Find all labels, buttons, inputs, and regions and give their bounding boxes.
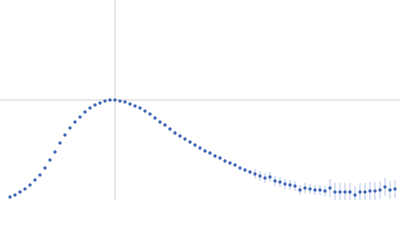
data-point: [253, 172, 257, 176]
data-point: [388, 188, 392, 192]
data-point: [238, 166, 242, 170]
data-point: [98, 101, 102, 105]
data-point: [143, 109, 147, 113]
data-point: [213, 154, 217, 158]
data-point: [118, 99, 122, 103]
data-point: [318, 188, 322, 192]
data-point: [88, 106, 92, 110]
data-point: [38, 173, 42, 177]
data-point: [138, 106, 142, 110]
data-point: [293, 184, 297, 188]
data-point: [263, 176, 267, 180]
data-point: [233, 163, 237, 167]
data-point: [33, 178, 37, 182]
data-point: [258, 174, 262, 178]
data-point: [158, 120, 162, 124]
data-point: [273, 179, 277, 183]
data-point: [188, 140, 192, 144]
data-point: [373, 189, 377, 193]
data-point: [278, 180, 282, 184]
data-point: [28, 183, 32, 187]
data-point: [153, 116, 157, 120]
data-point: [18, 190, 22, 194]
data-point: [178, 134, 182, 138]
data-point: [78, 115, 82, 119]
data-point: [208, 151, 212, 155]
data-point: [8, 195, 12, 199]
data-point: [83, 110, 87, 114]
data-point: [288, 183, 292, 187]
data-point: [73, 120, 77, 124]
data-point: [168, 127, 172, 131]
data-point: [193, 143, 197, 147]
data-point: [298, 188, 302, 192]
data-point: [113, 98, 117, 102]
data-point: [93, 103, 97, 107]
data-point: [283, 182, 287, 186]
data-point: [68, 126, 72, 130]
data-point: [163, 123, 167, 127]
data-point: [103, 99, 107, 103]
data-point: [53, 150, 57, 154]
data-point: [338, 190, 342, 194]
chart: [0, 0, 400, 200]
data-point: [328, 186, 332, 190]
data-point: [183, 137, 187, 141]
data-point: [223, 159, 227, 163]
data-point: [63, 133, 67, 137]
data-point: [358, 190, 362, 194]
data-point: [368, 189, 372, 193]
data-point: [323, 189, 327, 193]
data-point: [333, 190, 337, 194]
data-point: [393, 187, 397, 191]
data-point: [248, 170, 252, 174]
data-point: [13, 193, 17, 197]
data-point: [203, 149, 207, 153]
data-point: [243, 168, 247, 172]
data-point: [268, 175, 272, 179]
data-point: [133, 104, 137, 108]
data-point: [173, 131, 177, 135]
data-point: [43, 166, 47, 170]
data-point: [308, 187, 312, 191]
data-point: [48, 158, 52, 162]
data-point: [383, 185, 387, 189]
data-point: [348, 190, 352, 194]
data-point: [108, 98, 112, 102]
data-point: [313, 188, 317, 192]
data-point: [198, 146, 202, 150]
data-point: [343, 190, 347, 194]
data-point: [148, 112, 152, 116]
data-point: [378, 188, 382, 192]
data-point: [303, 186, 307, 190]
data-point: [123, 100, 127, 104]
data-point: [58, 141, 62, 145]
data-point: [353, 193, 357, 197]
data-point: [128, 102, 132, 106]
data-point: [228, 161, 232, 165]
data-point: [23, 187, 27, 191]
data-point: [363, 190, 367, 194]
data-point: [218, 156, 222, 160]
